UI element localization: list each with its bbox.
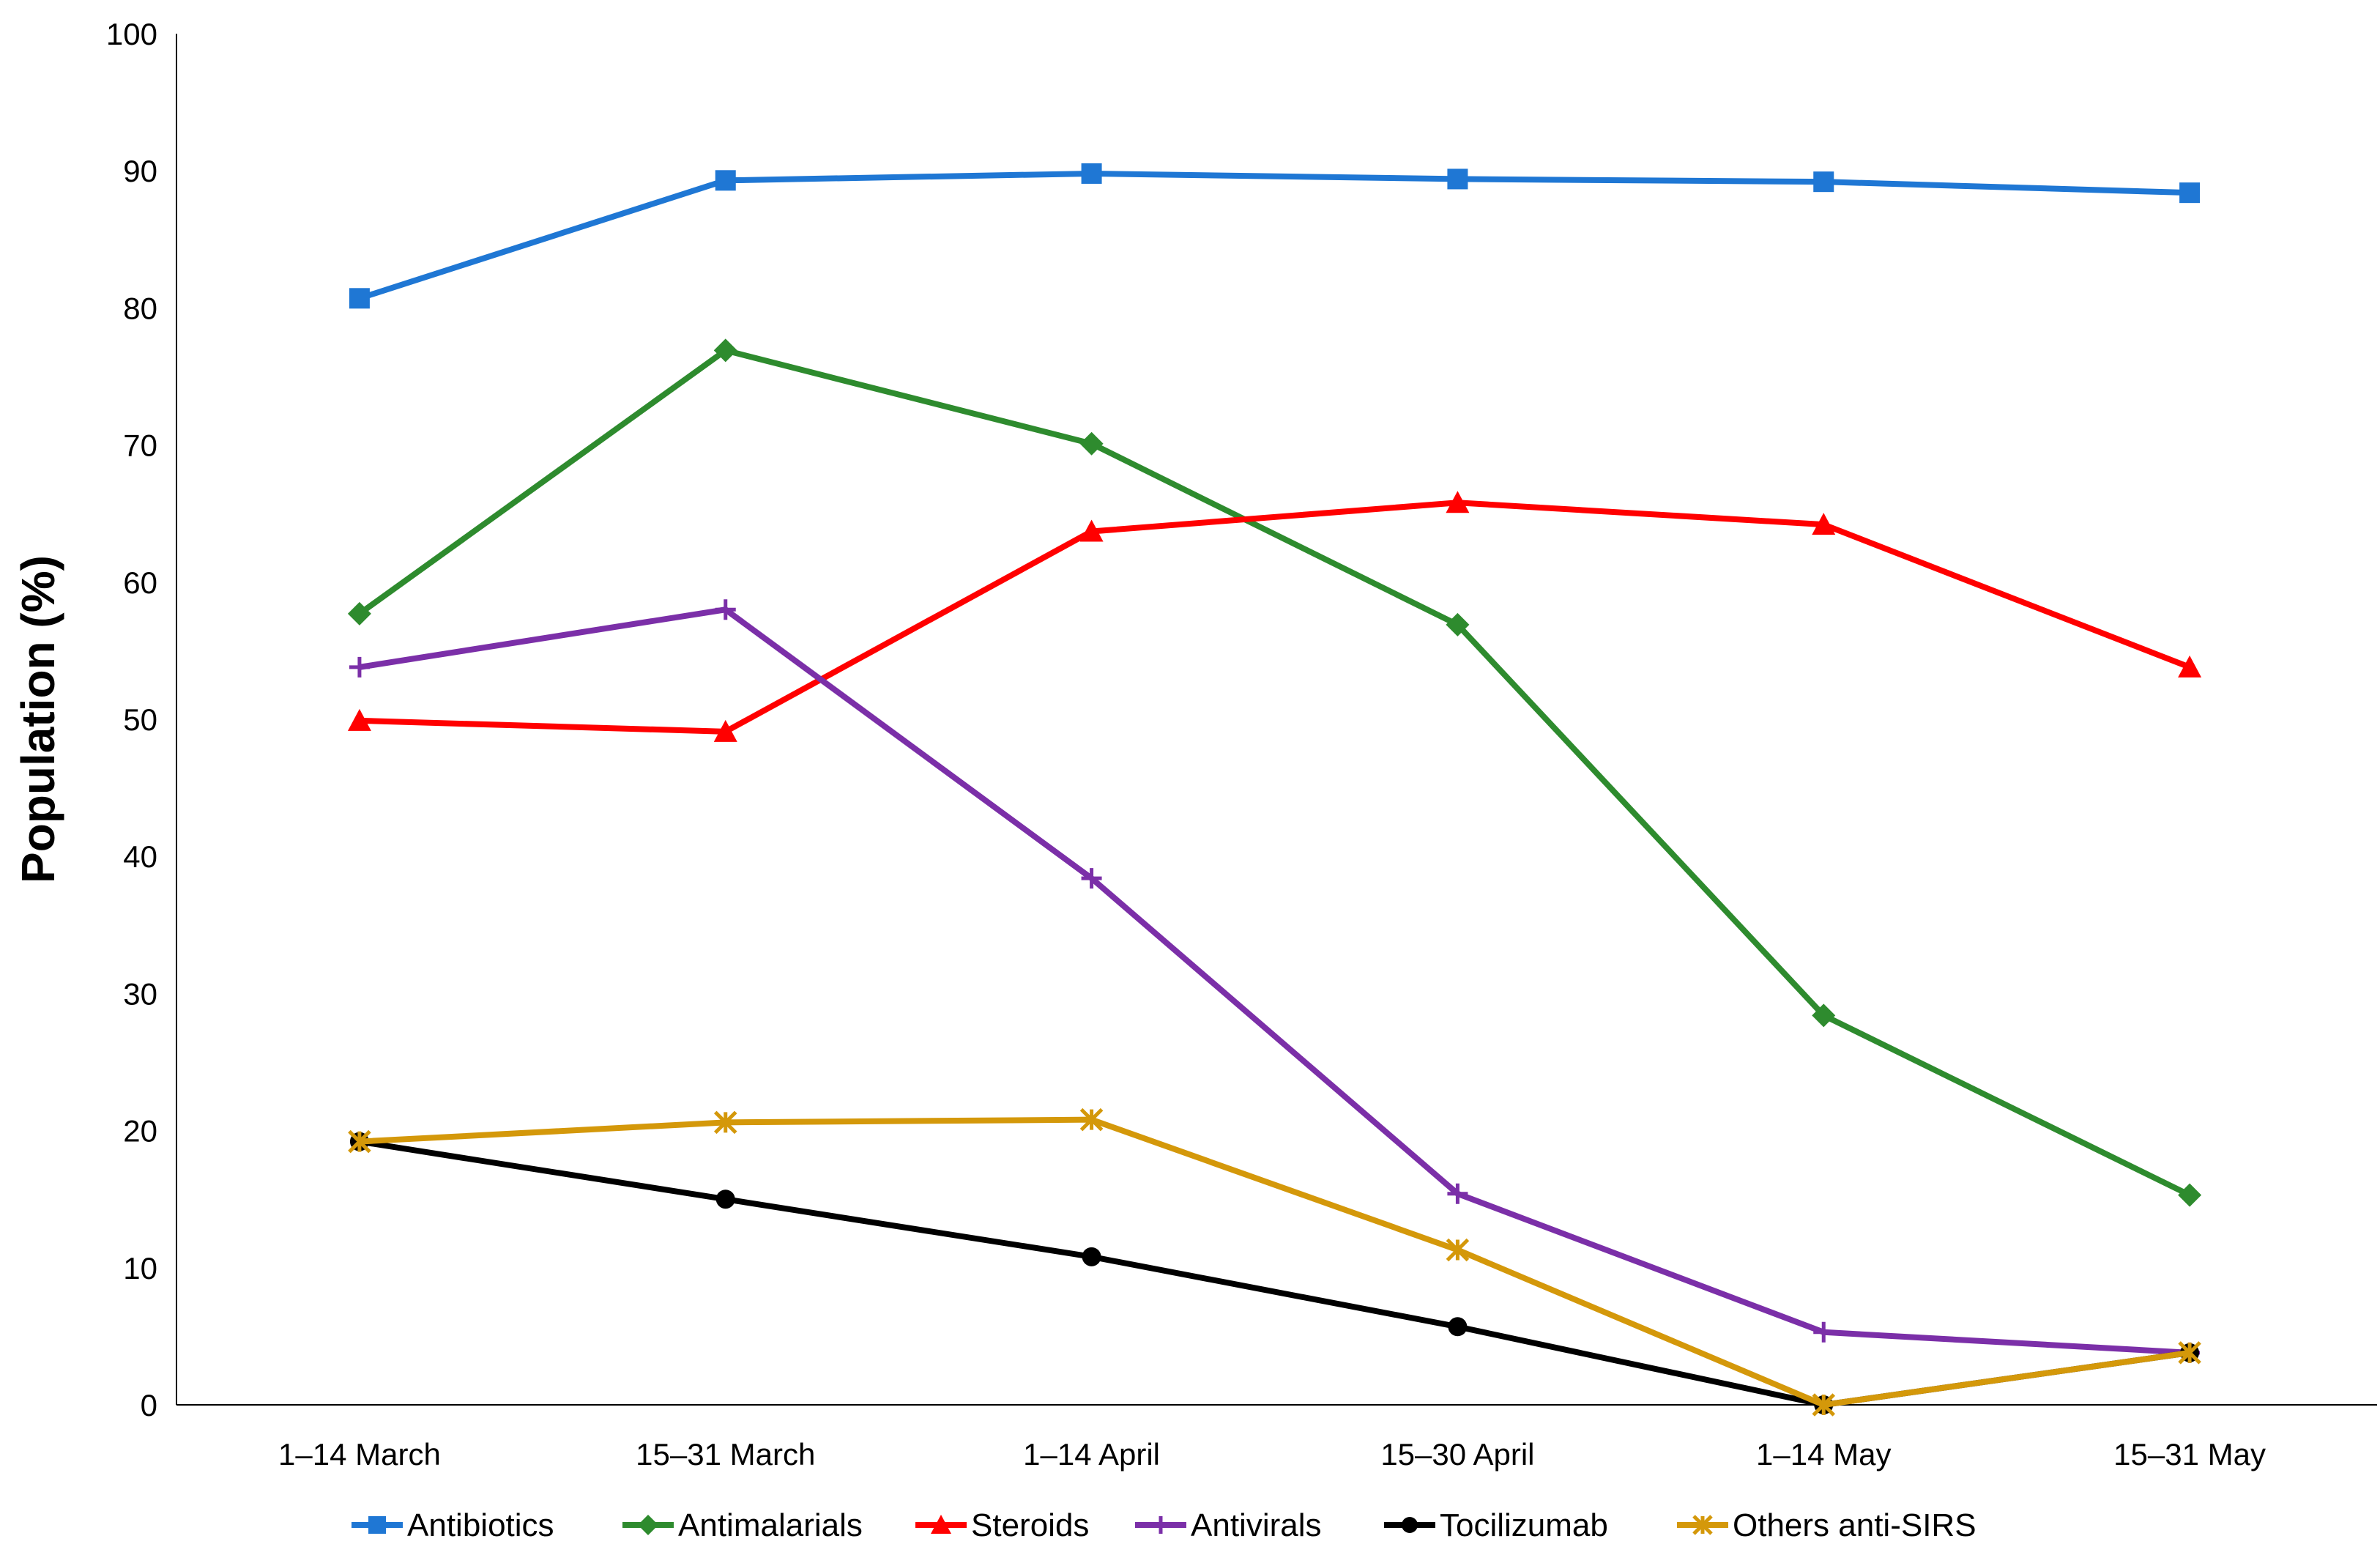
series-tocilizumab: [349, 1132, 2200, 1414]
series-line: [358, 170, 2190, 302]
y-tick-label: 30: [123, 976, 157, 1011]
x-tick-label: 15–31 March: [636, 1437, 815, 1472]
marker-diamond: [347, 601, 371, 626]
marker-plus: [1813, 1321, 1834, 1343]
y-tick-label: 0: [141, 1388, 157, 1422]
series-antibiotics: [349, 163, 2201, 309]
marker-triangle: [1079, 519, 1104, 542]
marker-triangle: [931, 1515, 951, 1534]
marker-triangle: [1812, 513, 1836, 535]
marker-plus: [1081, 868, 1102, 889]
series-others-anti-sirs: [348, 1107, 2201, 1417]
legend-label: Antivirals: [1191, 1507, 1322, 1543]
series-line: [357, 347, 2191, 1198]
marker-square: [1813, 171, 1834, 193]
y-tick-label: 40: [123, 839, 157, 874]
legend-item: Antibiotics: [352, 1507, 554, 1543]
marker-plus: [349, 656, 370, 678]
marker-plus: [715, 599, 736, 620]
y-tick-label: 70: [123, 428, 157, 463]
marker-triangle: [2178, 655, 2202, 678]
y-tick-label: 90: [123, 154, 157, 188]
marker-square: [1081, 163, 1102, 184]
marker-plus: [1447, 1183, 1468, 1204]
series-antivirals: [349, 599, 2201, 1363]
y-tick-label: 60: [123, 565, 157, 600]
legend-label: Steroids: [971, 1507, 1089, 1543]
marker-diamond: [638, 1515, 658, 1535]
marker-plus: [1152, 1516, 1169, 1534]
legend-label: Tocilizumab: [1440, 1507, 1608, 1543]
series-line: [359, 606, 2190, 1356]
marker-circle: [1082, 1247, 1101, 1266]
x-tick-label: 15–30 April: [1380, 1437, 1534, 1472]
y-axis-label: Population (%): [12, 555, 64, 883]
marker-diamond: [2178, 1183, 2202, 1207]
marker-circle: [1448, 1317, 1468, 1337]
marker-circle: [715, 1190, 735, 1209]
y-tick-label: 80: [123, 291, 157, 325]
marker-square: [2179, 182, 2201, 204]
marker-star: [1812, 1393, 1836, 1417]
series-line: [359, 1116, 2190, 1408]
legend-item: Others anti-SIRS: [1677, 1507, 1976, 1543]
y-tick-label: 10: [123, 1251, 157, 1285]
legend-label: Antimalarials: [678, 1507, 863, 1543]
series-line: [359, 500, 2191, 735]
series-steroids: [347, 491, 2202, 742]
marker-star: [2178, 1341, 2201, 1365]
series-group: [347, 163, 2202, 1417]
marker-square: [368, 1516, 386, 1534]
legend-label: Antibiotics: [407, 1507, 554, 1543]
marker-star: [1079, 1107, 1104, 1132]
marker-square: [715, 170, 736, 191]
marker-square: [349, 288, 370, 309]
y-tick-label: 100: [106, 17, 157, 51]
legend-item: Antimalarials: [622, 1507, 863, 1543]
x-tick-label: 1–14 March: [278, 1437, 441, 1472]
marker-star: [1692, 1515, 1713, 1535]
marker-circle: [1402, 1517, 1418, 1533]
y-tick-label: 50: [123, 702, 157, 737]
marker-diamond: [1812, 1003, 1836, 1028]
x-tick-label: 15–31 May: [2113, 1437, 2266, 1472]
marker-diamond: [713, 338, 737, 363]
marker-square: [1447, 168, 1468, 190]
legend-label: Others anti-SIRS: [1733, 1507, 1976, 1543]
marker-star: [713, 1110, 737, 1135]
legend-item: Steroids: [915, 1507, 1089, 1543]
axes: 0 10 20 30 40 50 60 70 80 90 100 1–14 March 15–31 Ma…: [106, 17, 2377, 1472]
marker-triangle: [713, 719, 737, 742]
legend-item: Tocilizumab: [1384, 1507, 1608, 1543]
x-tick-label: 1–14 May: [1756, 1437, 1891, 1472]
marker-diamond: [1079, 431, 1104, 456]
series-line: [359, 1138, 2190, 1408]
marker-star: [348, 1129, 371, 1154]
marker-diamond: [1446, 612, 1470, 637]
legend: Antibiotics Antimalarials Steroids Antivira…: [352, 1507, 1976, 1543]
y-tick-label: 20: [123, 1114, 157, 1148]
marker-triangle: [347, 708, 371, 731]
legend-item: Antivirals: [1135, 1507, 1322, 1543]
marker-triangle: [1446, 491, 1470, 513]
series-antimalarials: [347, 338, 2202, 1207]
marker-star: [1446, 1238, 1470, 1262]
x-tick-label: 1–14 April: [1023, 1437, 1160, 1472]
